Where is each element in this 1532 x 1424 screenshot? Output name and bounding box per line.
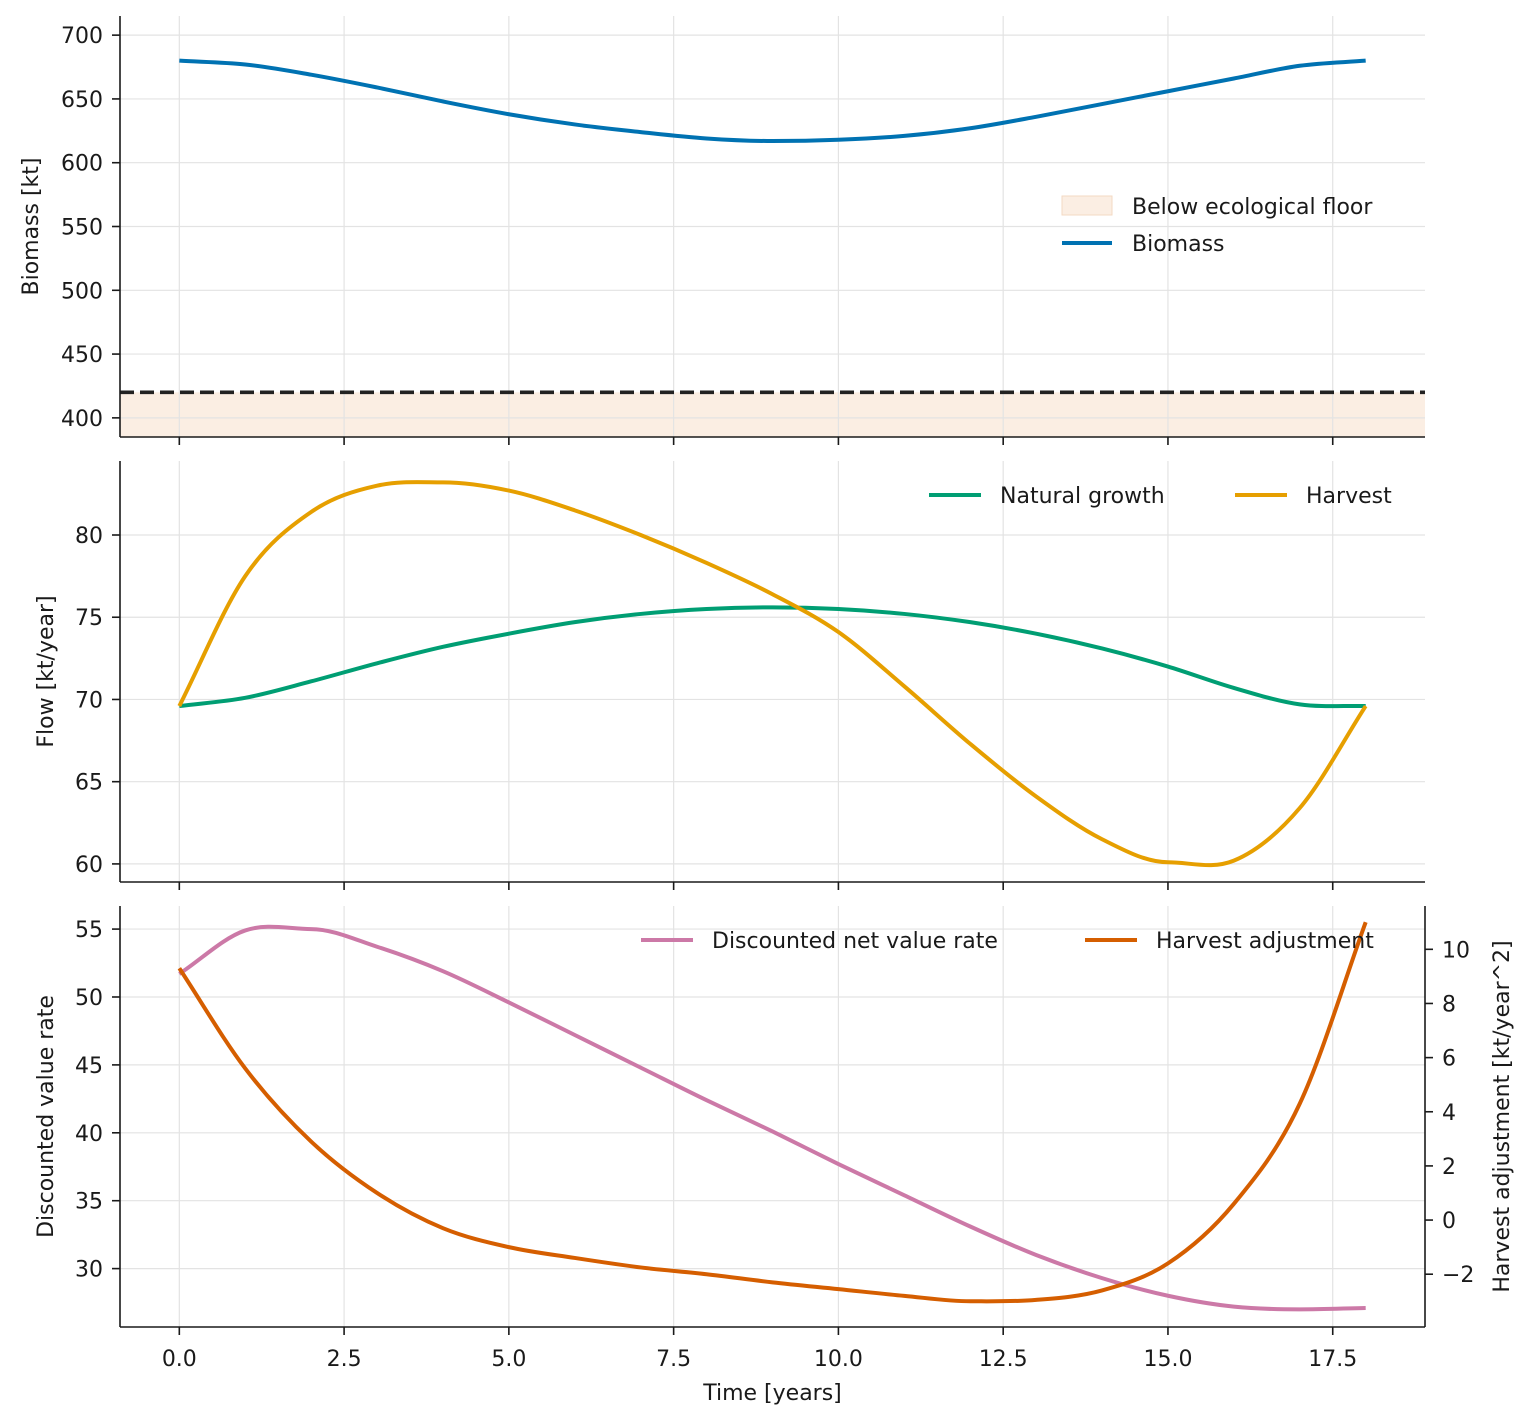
x-tick-label: 17.5 [1308,1347,1357,1372]
x-tick-label: 2.5 [327,1347,362,1372]
y-axis-label: Discounted value rate [34,995,59,1238]
y-axis-label: Flow [kt/year] [34,595,59,747]
y-tick-label: 450 [61,343,103,368]
series-line-discounted-net-value-rate [178,924,1366,1312]
flow-panel: 60 65 70 75 80 Flow [kt/year] Natural growth Ha… [34,461,1425,890]
x-tick-label: 15.0 [1143,1347,1192,1372]
series-line-harvest-adjustment [177,921,1368,1304]
y-tick-label: 70 [75,688,103,713]
x-tick-label: 10.0 [814,1347,863,1372]
legend-swatch-below-floor [1061,195,1113,216]
y-tick-label: 75 [75,606,103,631]
grid [120,906,1425,1327]
y-tick-label: 40 [75,1122,103,1147]
y-tick-label: 700 [61,24,103,49]
legend-label-biomass: Biomass [1132,232,1225,257]
x-tick-label: 7.5 [656,1347,691,1372]
legend: Below ecological floor Biomass [1061,195,1373,257]
y-tick-label: 500 [61,279,103,304]
legend-label-discounted-net-value-rate: Discounted net value rate [712,929,998,954]
series-line-harvest [177,480,1368,868]
y-tick-label: 65 [75,771,103,796]
x-tick-label: 12.5 [979,1347,1028,1372]
legend-label-below-floor: Below ecological floor [1132,195,1373,220]
y-tick-label: 45 [75,1054,103,1079]
y2-tick-label: 2 [1442,1155,1456,1180]
legend-label-harvest: Harvest [1306,484,1392,509]
y-axis-label: Biomass [kt] [19,157,44,295]
y-tick-label: 600 [61,152,103,177]
x-axis-label: Time [years] [702,1381,842,1406]
grid [120,461,1425,882]
y-tick-label: 550 [61,216,103,241]
legend-label-harvest-adjustment: Harvest adjustment [1156,929,1374,954]
y-tick-label: 80 [75,524,103,549]
series-line-natural-growth [179,605,1366,709]
y-tick-label: 60 [75,853,103,878]
y-tick-label: 55 [75,918,103,943]
y-tick-label: 50 [75,986,103,1011]
x-tick-label: 5.0 [491,1347,526,1372]
y-tick-label: 30 [75,1258,103,1283]
below-floor-region [120,392,1425,437]
y2-tick-label: 4 [1442,1101,1456,1126]
y-tick-label: 35 [75,1190,103,1215]
y2-tick-label: 0 [1442,1209,1456,1234]
y2-axis-label: Harvest adjustment [kt/year^2] [1490,940,1515,1292]
y2-tick-label: −2 [1442,1263,1474,1288]
legend: Discounted net value rate Harvest adjustm… [641,929,1374,954]
y2-tick-label: 6 [1442,1047,1456,1072]
y-tick-label: 400 [61,407,103,432]
legend: Natural growth Harvest [929,484,1392,509]
legend-label-natural-growth: Natural growth [1000,484,1165,509]
y2-tick-label: 10 [1442,938,1470,963]
series-line-biomass [179,58,1366,144]
x-tick-label: 0.0 [162,1347,197,1372]
grid [120,16,1425,437]
y-tick-label: 650 [61,88,103,113]
y2-tick-label: 8 [1442,992,1456,1017]
biomass-panel: 400 450 500 550 600 650 700 Biomass [kt] Below e… [19,16,1425,445]
